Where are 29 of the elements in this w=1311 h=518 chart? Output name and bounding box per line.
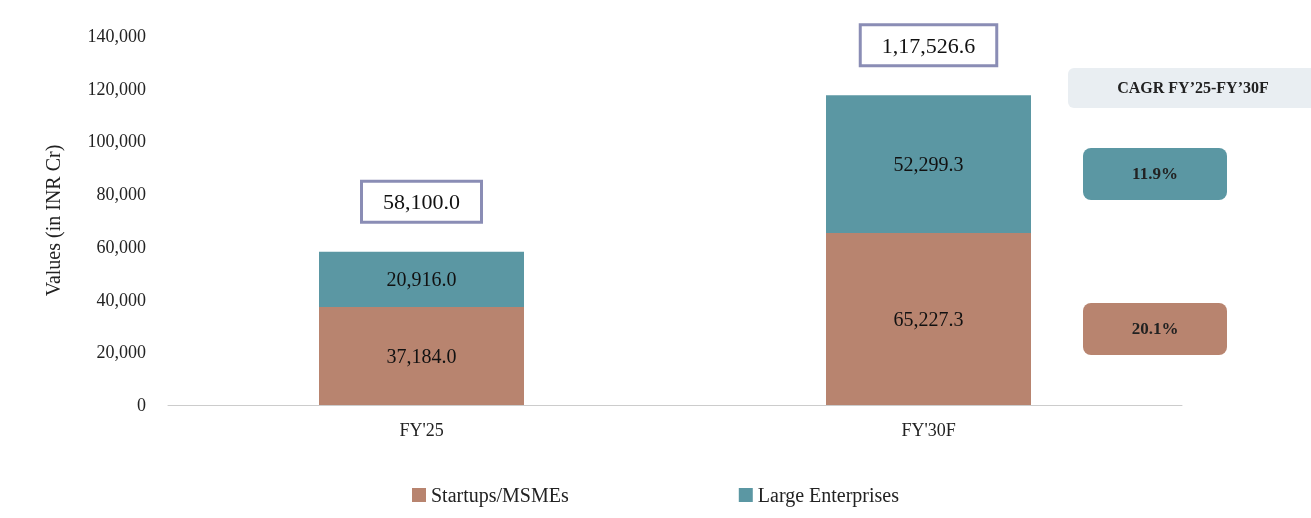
badge-box: 11.9% xyxy=(1083,148,1227,201)
bar xyxy=(319,306,524,405)
annotation: 11.9% xyxy=(1132,164,1178,185)
x-tick-label: FY'25 xyxy=(399,420,444,440)
x-tick-label: FY'30F xyxy=(901,420,956,440)
legend-label: Large Enterprises xyxy=(757,484,900,507)
bar xyxy=(826,95,1031,234)
legend-label: Startups/MSMEs xyxy=(430,484,569,507)
y-tick-label: 100,000 xyxy=(87,131,146,152)
bar xyxy=(826,233,1031,405)
y-tick-label: 120,000 xyxy=(87,78,146,99)
badge-box: CAGR FY’25-FY’30F xyxy=(1068,68,1311,108)
annotation: CAGR FY’25-FY’30F xyxy=(1117,79,1269,97)
y-axis-title: Values (in INR Cr) xyxy=(42,144,65,297)
total-label: 1,17,526.6 xyxy=(881,32,976,58)
y-tick-label: 0 xyxy=(137,395,146,415)
y-tick-label: 80,000 xyxy=(96,184,146,205)
data-label: 20,916.0 xyxy=(386,268,457,291)
total-label: 58,100.0 xyxy=(383,189,460,215)
y-tick-label: 20,000 xyxy=(96,342,146,363)
y-tick-label: 40,000 xyxy=(96,289,146,310)
bar xyxy=(319,251,524,307)
data-label: 37,184.0 xyxy=(386,345,457,367)
annotation: 20.1% xyxy=(1131,319,1179,340)
y-tick-label: 60,000 xyxy=(96,236,146,257)
badge-box: 20.1% xyxy=(1083,303,1227,356)
data-label: 52,299.3 xyxy=(893,153,964,176)
y-tick-label: 140,000 xyxy=(87,26,146,46)
data-label: 65,227.3 xyxy=(893,308,964,331)
